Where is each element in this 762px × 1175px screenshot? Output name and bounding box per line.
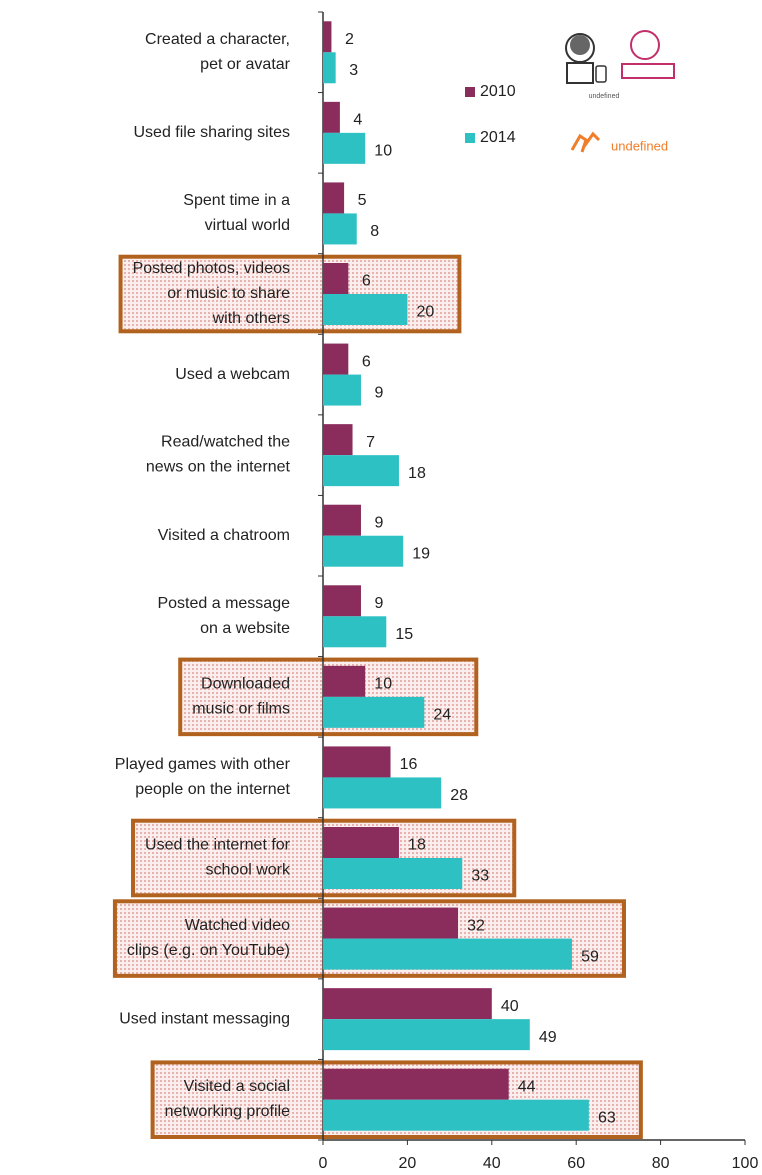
value-label: 20 xyxy=(417,304,435,321)
bar xyxy=(323,504,361,536)
category-label: Posted photos, videos or music to share wi… xyxy=(133,260,291,327)
value-label: 16 xyxy=(400,756,418,773)
bar xyxy=(323,988,492,1020)
bar xyxy=(323,907,459,939)
value-label: 63 xyxy=(598,1109,616,1126)
value-label: 10 xyxy=(374,676,392,693)
value-label: 6 xyxy=(362,353,371,370)
value-label: 2 xyxy=(345,31,354,48)
category-label: Created a character, pet or avatar xyxy=(145,31,291,73)
logo xyxy=(565,30,675,153)
bar xyxy=(323,746,391,778)
logo-url: undefined xyxy=(589,93,620,100)
value-label: 10 xyxy=(374,143,392,160)
legend-label: 2010 xyxy=(480,83,516,100)
bar xyxy=(323,424,353,456)
bar xyxy=(323,858,463,889)
value-label: 18 xyxy=(408,837,426,854)
x-tick-label: 0 xyxy=(319,1155,328,1172)
bar xyxy=(323,665,366,697)
category-label: Used instant messaging xyxy=(119,1010,290,1027)
value-label: 9 xyxy=(375,384,384,401)
value-label: 19 xyxy=(412,545,430,562)
value-label: 44 xyxy=(518,1078,536,1095)
x-tick-label: 20 xyxy=(399,1155,417,1172)
value-label: 28 xyxy=(450,787,468,804)
bar xyxy=(323,585,361,617)
bar xyxy=(323,263,349,294)
value-label: 59 xyxy=(581,948,599,965)
bar xyxy=(323,374,361,406)
bar xyxy=(323,938,572,970)
value-label: 9 xyxy=(375,514,384,531)
bar xyxy=(323,213,357,245)
category-label: Read/watched the news on the internet xyxy=(146,434,291,476)
value-label: 7 xyxy=(366,434,375,451)
bar xyxy=(323,294,408,325)
value-label: 15 xyxy=(395,626,413,643)
bar xyxy=(323,616,387,648)
x-tick-label: 80 xyxy=(652,1155,670,1172)
bar xyxy=(323,696,425,728)
bar xyxy=(323,343,349,375)
category-label: Used a webcam xyxy=(175,366,290,383)
category-label: Posted a message on a website xyxy=(157,595,290,637)
legend-label: 2014 xyxy=(480,129,516,146)
bar xyxy=(323,21,332,53)
category-label: Visited a chatroom xyxy=(158,527,290,544)
value-label: 3 xyxy=(349,62,358,79)
bar xyxy=(323,1019,530,1051)
value-label: 32 xyxy=(467,917,485,934)
category-label: Watched video clips (e.g. on YouTube) xyxy=(127,917,290,959)
category-label: Visited a social networking profile xyxy=(165,1078,291,1120)
value-label: 4 xyxy=(353,112,362,129)
bar xyxy=(323,1068,509,1100)
bar xyxy=(323,535,404,567)
value-label: 5 xyxy=(358,192,367,209)
x-tick-label: 40 xyxy=(483,1155,501,1172)
bar xyxy=(323,827,399,858)
bar xyxy=(323,52,336,84)
category-label: Used file sharing sites xyxy=(133,124,290,141)
bar xyxy=(323,1099,589,1131)
x-tick-label: 100 xyxy=(732,1155,759,1172)
value-label: 24 xyxy=(433,707,451,724)
logo-name: undefined xyxy=(611,138,668,153)
value-label: 18 xyxy=(408,465,426,482)
bar xyxy=(323,101,340,133)
bar xyxy=(323,777,442,809)
legend-swatch xyxy=(465,133,475,143)
value-label: 49 xyxy=(539,1029,557,1046)
value-label: 6 xyxy=(362,273,371,290)
category-label: Used the internet for school work xyxy=(145,837,291,879)
legend-swatch xyxy=(465,87,475,97)
value-label: 33 xyxy=(471,868,489,885)
value-label: 8 xyxy=(370,223,379,240)
category-label: Spent time in a virtual world xyxy=(183,192,290,234)
value-label: 40 xyxy=(501,998,519,1015)
bar xyxy=(323,455,399,487)
category-label: Played games with other people on the int… xyxy=(115,756,291,798)
bar xyxy=(323,132,366,164)
x-tick-label: 60 xyxy=(567,1155,585,1172)
category-label: Downloaded music or films xyxy=(192,676,290,718)
bar xyxy=(323,182,345,214)
value-label: 9 xyxy=(375,595,384,612)
